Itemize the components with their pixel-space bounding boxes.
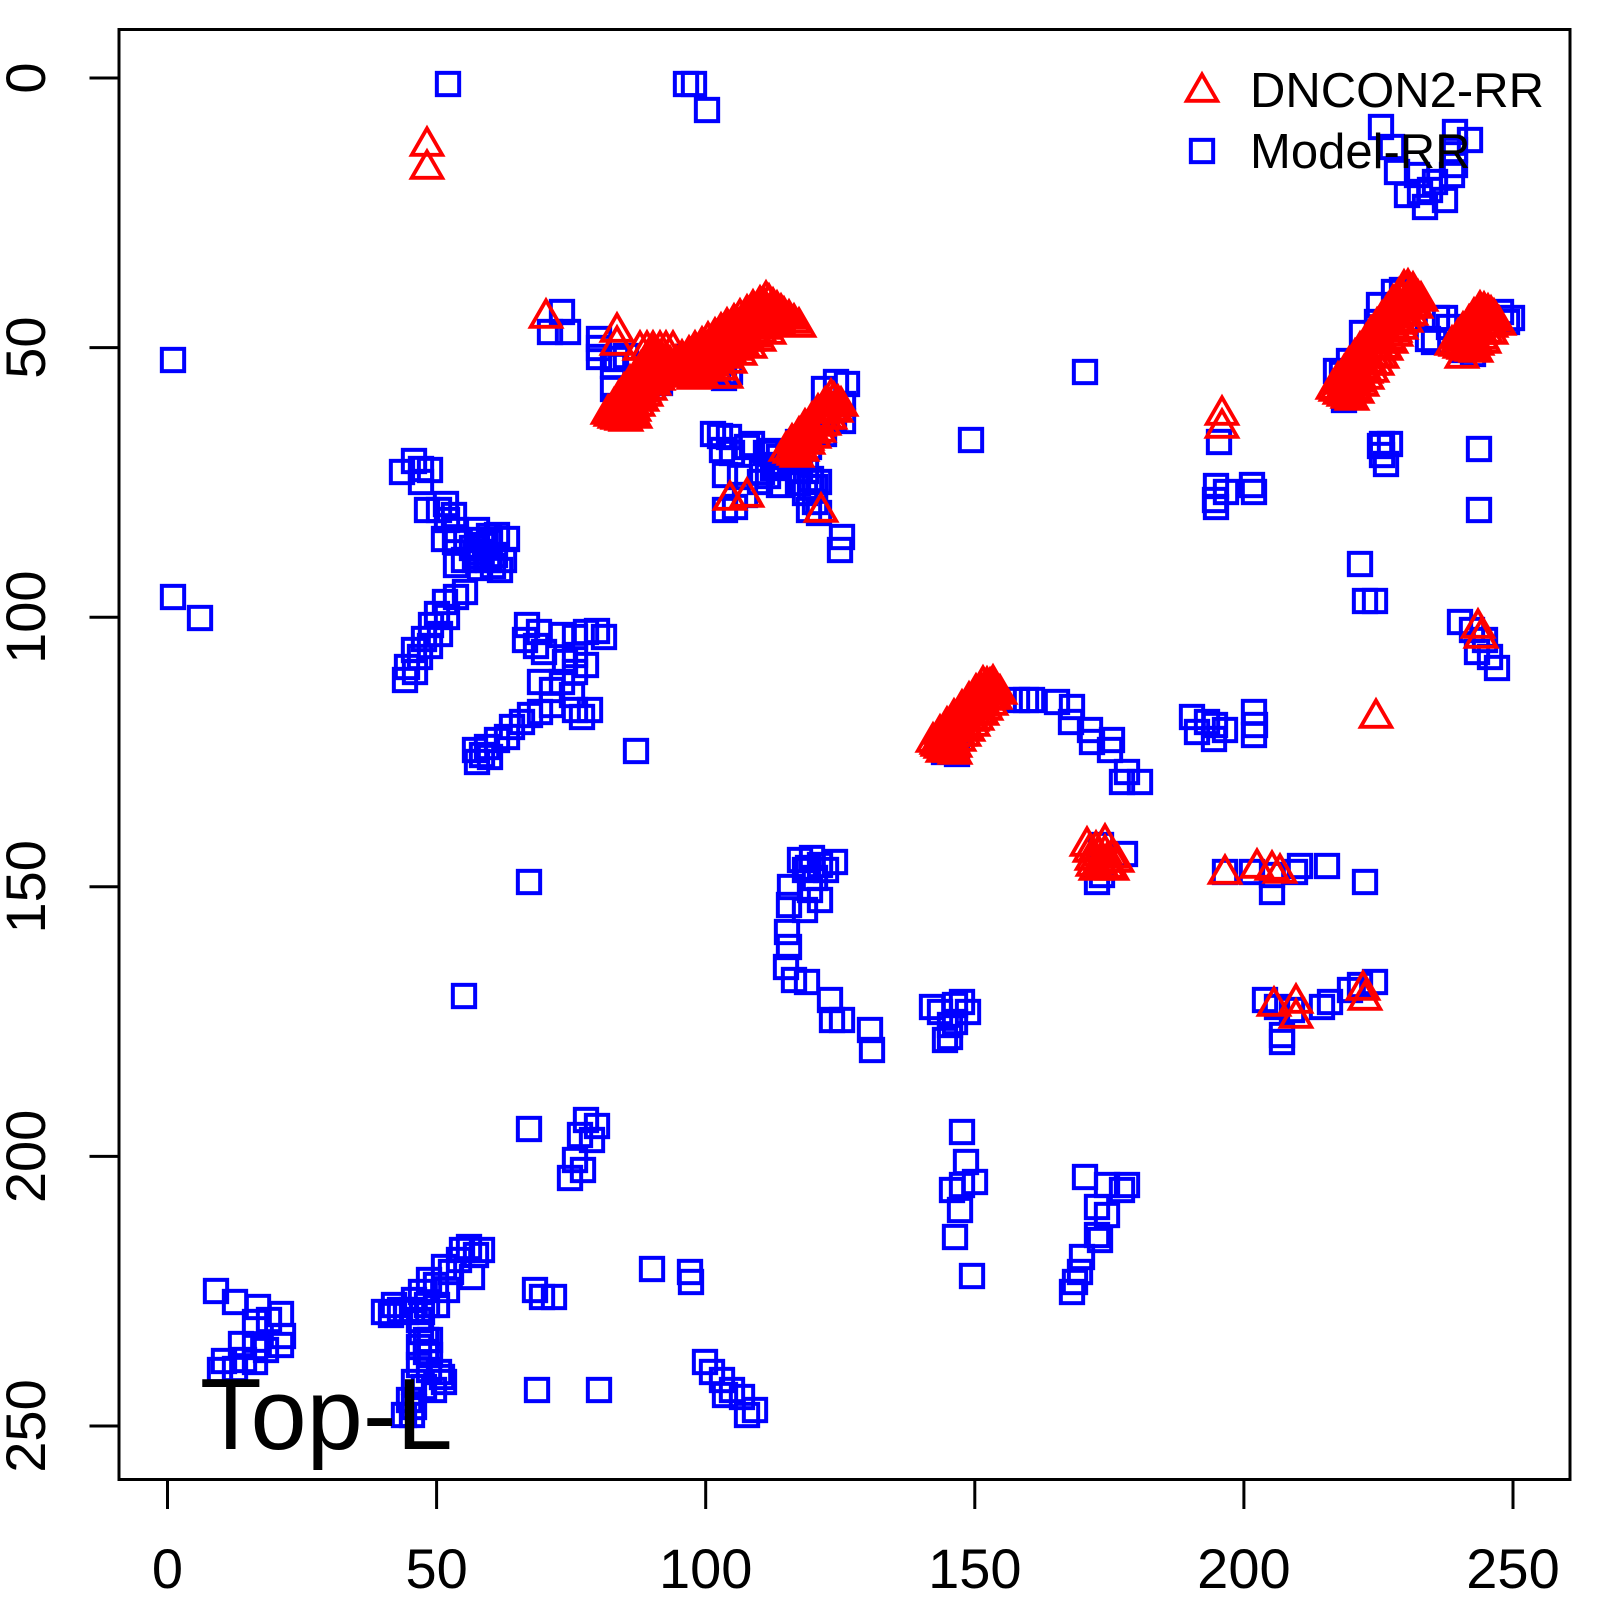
- svg-text:50: 50: [405, 1537, 467, 1600]
- svg-text:Top-L: Top-L: [200, 1359, 453, 1471]
- svg-text:250: 250: [0, 1379, 57, 1472]
- svg-text:150: 150: [0, 840, 57, 933]
- svg-text:0: 0: [0, 62, 57, 93]
- svg-text:200: 200: [1197, 1537, 1290, 1600]
- svg-text:Model-RR: Model-RR: [1250, 125, 1471, 179]
- svg-text:250: 250: [1466, 1537, 1559, 1600]
- svg-text:100: 100: [659, 1537, 752, 1600]
- svg-text:200: 200: [0, 1110, 57, 1203]
- svg-text:DNCON2-RR: DNCON2-RR: [1250, 64, 1544, 118]
- svg-text:0: 0: [152, 1537, 183, 1600]
- svg-text:100: 100: [0, 570, 57, 663]
- svg-text:150: 150: [928, 1537, 1021, 1600]
- svg-text:50: 50: [0, 316, 57, 378]
